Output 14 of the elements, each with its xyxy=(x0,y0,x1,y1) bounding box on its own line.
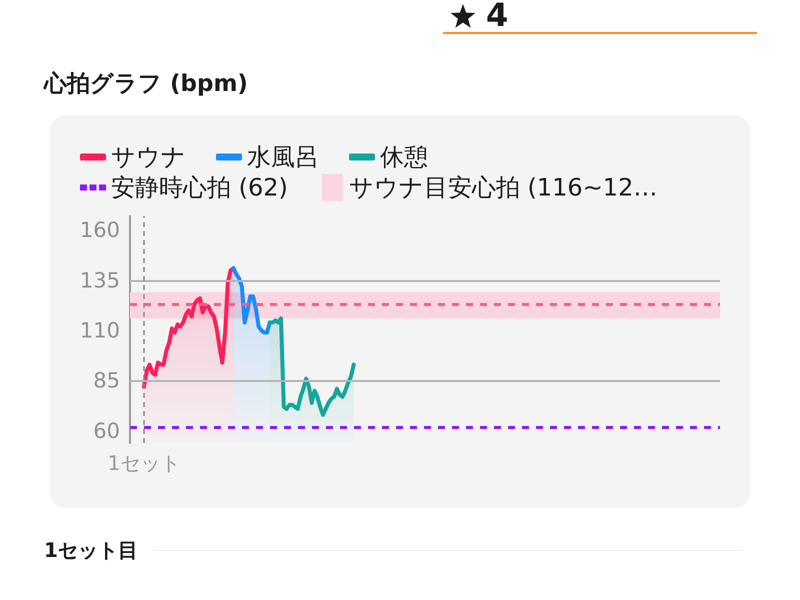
legend-label: 休憩 xyxy=(380,143,428,171)
legend-label: 水風呂 xyxy=(247,143,319,171)
text: 1セット目 xyxy=(44,536,138,564)
y-tick-label: 160 xyxy=(80,218,120,242)
chart-title: 心拍グラフ (bpm) xyxy=(44,70,248,99)
legend-label: サウナ xyxy=(111,143,186,171)
x-tick-label: 1セット xyxy=(108,451,180,475)
y-tick-label: 110 xyxy=(80,318,120,343)
legend-label: 安静時心拍 (62) xyxy=(111,174,288,202)
y-tick-label: 135 xyxy=(80,268,120,292)
text: 4 xyxy=(486,0,508,34)
y-tick-label: 60 xyxy=(93,418,120,443)
legend-label: サウナ目安心拍 (116~12… xyxy=(348,174,658,202)
y-tick-label: 85 xyxy=(93,368,120,393)
